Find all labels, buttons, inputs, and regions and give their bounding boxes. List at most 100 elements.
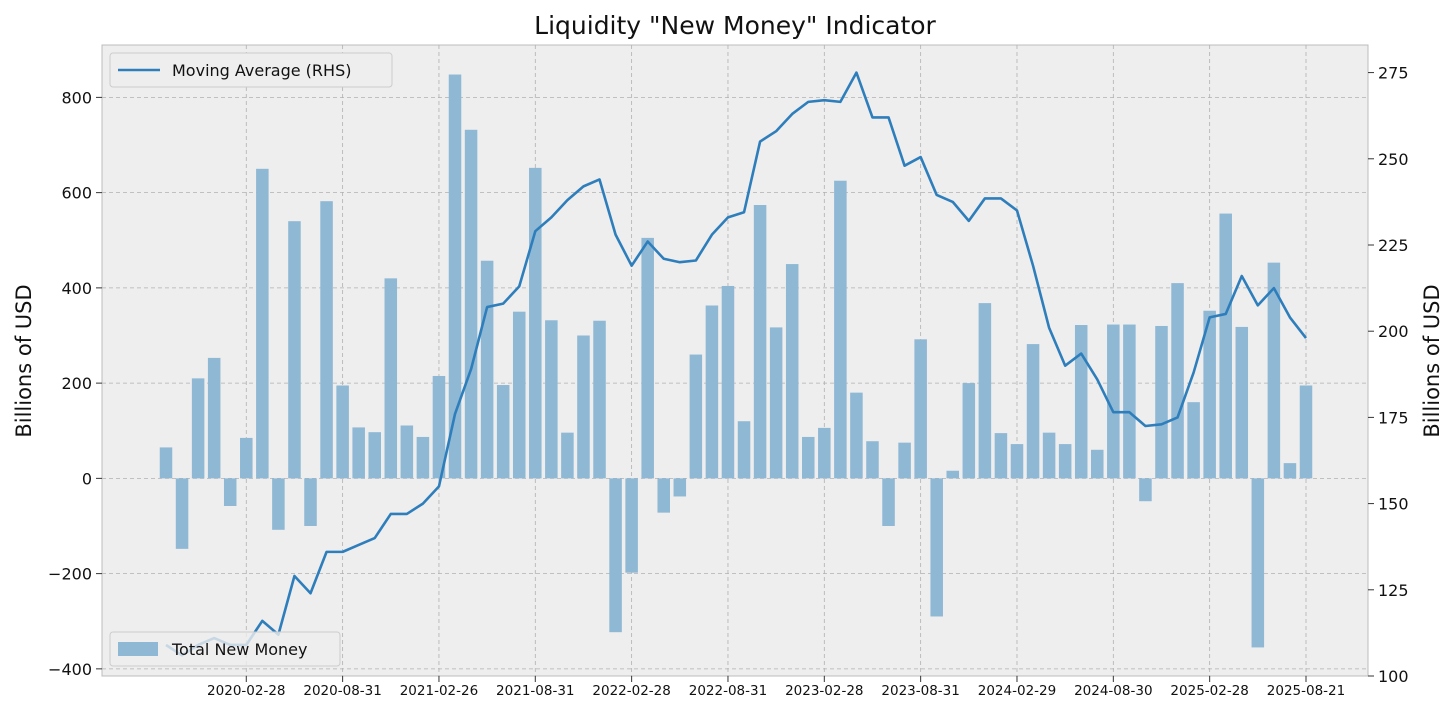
bar bbox=[1155, 325, 1168, 479]
bar bbox=[352, 427, 365, 479]
bar-series-total-new-money bbox=[159, 74, 1313, 648]
bar bbox=[1042, 432, 1056, 479]
bar bbox=[256, 168, 269, 479]
left-tick-label: 400 bbox=[61, 279, 92, 298]
bar bbox=[1058, 444, 1072, 479]
bar bbox=[769, 327, 783, 479]
left-tick-label: −200 bbox=[48, 565, 92, 584]
bar bbox=[946, 470, 960, 479]
bar bbox=[416, 436, 430, 479]
bar bbox=[545, 320, 558, 479]
left-axis-label: Billions of USD bbox=[12, 284, 36, 437]
bar bbox=[304, 478, 317, 526]
bar bbox=[737, 421, 751, 479]
bar bbox=[288, 221, 301, 479]
bar bbox=[834, 180, 847, 479]
x-axis: 2020-02-28 2020-08-31 2021-02-26 2021-08-31… bbox=[207, 676, 1345, 699]
bar bbox=[625, 478, 638, 573]
left-tick-label: 200 bbox=[61, 374, 92, 393]
x-tick-label: 2021-08-31 bbox=[496, 683, 574, 699]
bar bbox=[1171, 283, 1184, 479]
bar bbox=[336, 385, 349, 479]
bar bbox=[400, 425, 414, 479]
x-tick-label: 2025-08-21 bbox=[1267, 683, 1345, 699]
bar bbox=[529, 167, 542, 479]
right-tick-label: 250 bbox=[1378, 150, 1409, 169]
bar bbox=[882, 478, 895, 526]
bar bbox=[1187, 402, 1200, 479]
right-tick-label: 100 bbox=[1378, 667, 1409, 686]
x-tick-label: 2020-02-28 bbox=[207, 683, 285, 699]
bar bbox=[1235, 326, 1249, 479]
x-tick-label: 2025-02-28 bbox=[1170, 683, 1248, 699]
bar bbox=[1123, 324, 1136, 479]
x-tick-label: 2021-02-26 bbox=[400, 683, 478, 699]
bar bbox=[368, 432, 381, 479]
line-series-moving-average bbox=[165, 71, 1308, 657]
bar bbox=[657, 478, 671, 513]
left-tick-label: 0 bbox=[82, 469, 92, 488]
bar bbox=[272, 478, 285, 530]
bar bbox=[432, 375, 446, 479]
x-tick-label: 2023-08-31 bbox=[881, 683, 959, 699]
bar bbox=[593, 320, 606, 479]
bar bbox=[1107, 324, 1120, 479]
bar bbox=[753, 205, 767, 479]
bar bbox=[1203, 310, 1216, 479]
right-tick-label: 125 bbox=[1378, 581, 1409, 600]
bar bbox=[673, 478, 687, 497]
bar bbox=[1267, 262, 1281, 479]
left-y-axis: −400 −200 0 200 400 600 800 bbox=[48, 88, 102, 679]
bar bbox=[721, 285, 735, 479]
right-tick-label: 200 bbox=[1378, 322, 1409, 341]
bar bbox=[480, 260, 494, 479]
bar bbox=[609, 478, 622, 633]
bar bbox=[994, 433, 1008, 479]
bar bbox=[577, 335, 590, 479]
x-tick-label: 2024-02-29 bbox=[978, 683, 1056, 699]
right-y-axis: 100 125 150 175 200 225 250 275 bbox=[1368, 64, 1409, 686]
left-tick-label: 800 bbox=[61, 88, 92, 107]
right-tick-label: 150 bbox=[1378, 495, 1409, 514]
bar bbox=[785, 264, 799, 479]
x-tick-label: 2022-02-28 bbox=[592, 683, 670, 699]
bar bbox=[818, 427, 831, 479]
bar bbox=[512, 311, 526, 479]
right-tick-label: 225 bbox=[1378, 236, 1409, 255]
bar bbox=[689, 354, 703, 479]
bar bbox=[641, 237, 654, 479]
legend-total-new-money-label: Total New Money bbox=[171, 640, 307, 659]
bar bbox=[1026, 344, 1040, 479]
bar bbox=[930, 478, 943, 617]
bar bbox=[1139, 478, 1152, 502]
bar bbox=[561, 432, 574, 479]
bar bbox=[448, 74, 462, 479]
bar bbox=[464, 129, 478, 479]
left-tick-label: −400 bbox=[48, 660, 92, 679]
bar bbox=[320, 201, 333, 479]
right-axis-label: Billions of USD bbox=[1420, 284, 1444, 437]
bar bbox=[978, 303, 992, 479]
bar bbox=[159, 447, 173, 479]
bar bbox=[1251, 478, 1265, 648]
bar bbox=[801, 436, 815, 479]
legend-top-box bbox=[109, 52, 393, 88]
bar bbox=[705, 305, 719, 479]
bar bbox=[1074, 325, 1088, 479]
bar bbox=[962, 383, 976, 479]
legend-bottom: Total New Money bbox=[109, 631, 341, 667]
bar bbox=[496, 385, 510, 479]
legend-bottom-box bbox=[109, 631, 341, 667]
bar bbox=[191, 378, 205, 479]
x-tick-label: 2022-08-31 bbox=[689, 683, 767, 699]
bar bbox=[914, 339, 927, 479]
bar bbox=[240, 437, 253, 479]
chart-title: Liquidity "New Money" Indicator bbox=[534, 11, 936, 40]
bar bbox=[175, 478, 189, 549]
right-tick-label: 275 bbox=[1378, 64, 1409, 83]
bar bbox=[207, 357, 221, 479]
bar bbox=[1299, 385, 1313, 479]
bar bbox=[223, 478, 237, 506]
x-tick-label: 2023-02-28 bbox=[785, 683, 863, 699]
